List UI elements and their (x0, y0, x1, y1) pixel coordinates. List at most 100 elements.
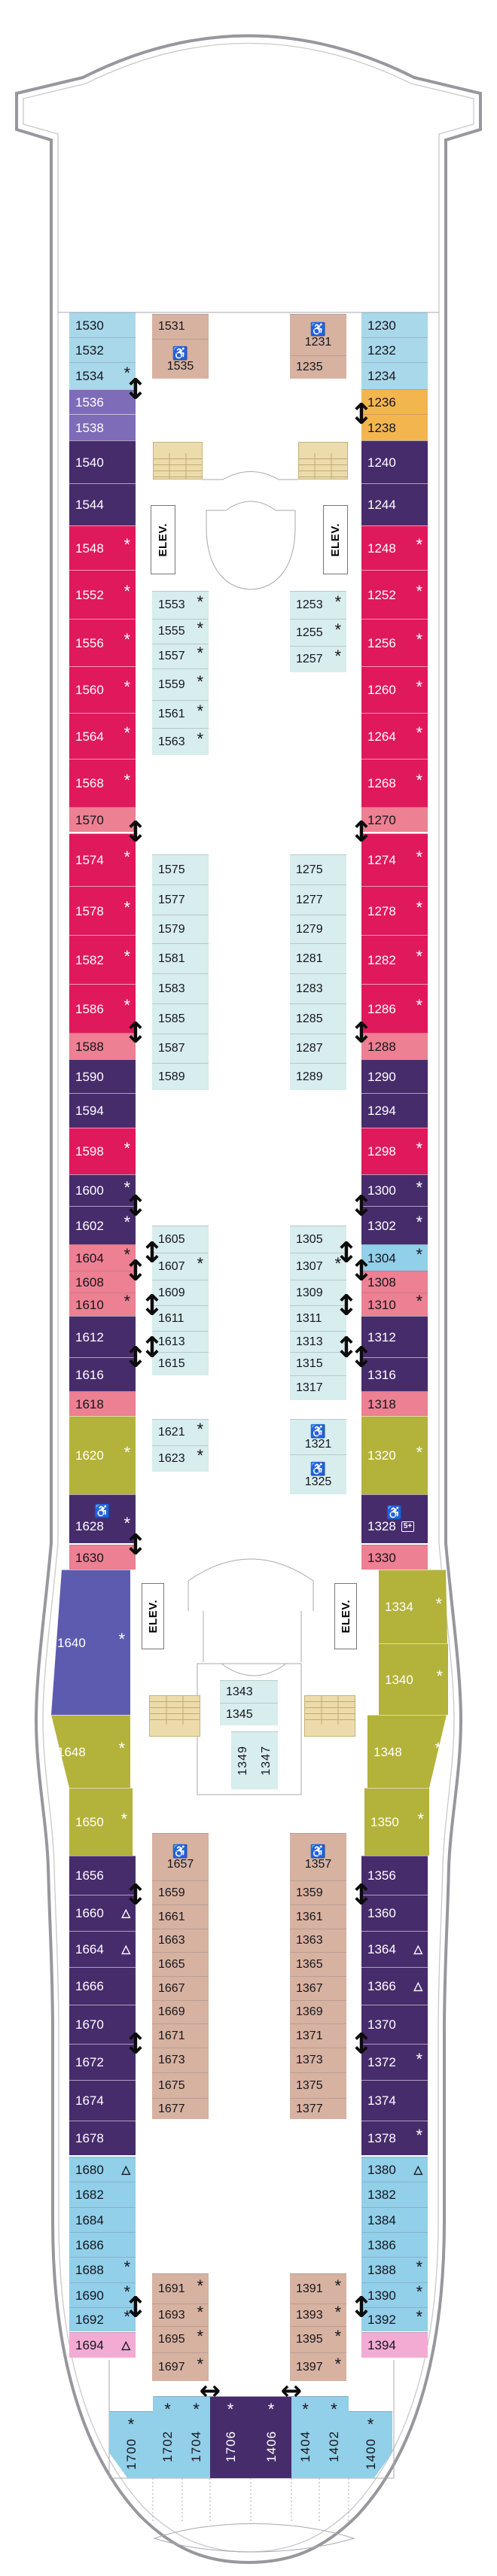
cabin-1402[interactable]: * 1402 (319, 2396, 349, 2478)
cabin-1285[interactable]: 1285 (290, 1003, 346, 1034)
cabin-1659[interactable]: 1659 (152, 1880, 209, 1905)
cabin-1586[interactable]: 1586 * (69, 984, 136, 1033)
cabin-1605[interactable]: 1605 (152, 1226, 209, 1253)
cabin-1367[interactable]: 1367 (290, 1976, 346, 2000)
cabin-1544[interactable]: 1544 (69, 483, 136, 525)
cabin-1665[interactable]: 1665 (152, 1952, 209, 1976)
cabin-1288[interactable]: 1288 (361, 1033, 428, 1059)
cabin-1667[interactable]: 1667 (152, 1976, 209, 2000)
cabin-1594[interactable]: 1594 (69, 1093, 136, 1128)
cabin-1694[interactable]: 1694 △ (69, 2332, 136, 2358)
cabin-1371[interactable]: 1371 (290, 2023, 346, 2048)
cabin-1553[interactable]: 1553 * (152, 591, 209, 619)
cabin-1231[interactable]: ♿ 1231 (290, 314, 346, 355)
cabin-1587[interactable]: 1587 (152, 1034, 209, 1063)
cabin-1330[interactable]: 1330 (361, 1545, 428, 1570)
cabin-1674[interactable]: 1674 (69, 2080, 136, 2121)
cabin-1663[interactable]: 1663 (152, 1929, 209, 1952)
cabin-1574[interactable]: 1574 * (69, 833, 136, 886)
cabin-1623[interactable]: 1623 * (152, 1445, 209, 1472)
cabin-1602[interactable]: 1602 * (69, 1206, 136, 1244)
cabin-1277[interactable]: 1277 (290, 885, 346, 915)
cabin-1382[interactable]: 1382 (361, 2182, 428, 2207)
cabin-1552[interactable]: 1552 * (69, 570, 136, 619)
cabin-1375[interactable]: 1375 (290, 2072, 346, 2098)
cabin-1561[interactable]: 1561 * (152, 700, 209, 728)
cabin-1391[interactable]: 1391 * (290, 2273, 346, 2303)
cabin-1304[interactable]: 1304 * (361, 1244, 428, 1271)
cabin-1609[interactable]: 1609 (152, 1280, 209, 1305)
cabin-1289[interactable]: 1289 (290, 1063, 346, 1090)
cabin-1374[interactable]: 1374 (361, 2080, 428, 2121)
cabin-1613[interactable]: 1613 (152, 1331, 209, 1352)
cabin-1568[interactable]: 1568 * (69, 759, 136, 807)
cabin-1598[interactable]: 1598 * (69, 1128, 136, 1174)
cabin-1690[interactable]: 1690 * (69, 2282, 136, 2307)
cabin-1264[interactable]: 1264 * (361, 713, 428, 759)
cabin-1559[interactable]: 1559 * (152, 668, 209, 700)
cabin-1607[interactable]: 1607 * (152, 1253, 209, 1280)
cabin-1640[interactable]: 1640 * (51, 1570, 130, 1715)
cabin-1675[interactable]: 1675 (152, 2072, 209, 2098)
cabin-1531[interactable]: 1531 (152, 314, 209, 339)
cabin-1308[interactable]: 1308 (361, 1271, 428, 1293)
cabin-1608[interactable]: 1608 (69, 1271, 136, 1293)
cabin-1394[interactable]: 1394 (361, 2332, 428, 2358)
cabin-1316[interactable]: 1316 (361, 1357, 428, 1391)
cabin-1294[interactable]: 1294 (361, 1093, 428, 1128)
cabin-1555[interactable]: 1555 * (152, 619, 209, 644)
cabin-1309[interactable]: 1309 (290, 1280, 346, 1305)
cabin-1660[interactable]: 1660 △ (69, 1895, 136, 1931)
cabin-1318[interactable]: 1318 (361, 1391, 428, 1416)
cabin-1671[interactable]: 1671 (152, 2023, 209, 2048)
cabin-1384[interactable]: 1384 (361, 2207, 428, 2232)
cabin-1657[interactable]: ♿ 1657 (152, 1833, 209, 1880)
cabin-1281[interactable]: 1281 (290, 943, 346, 973)
cabin-1370[interactable]: 1370 (361, 2005, 428, 2044)
cabin-1535[interactable]: ♿ 1535 (152, 339, 209, 379)
cabin-1310[interactable]: 1310 * (361, 1293, 428, 1316)
cabin-1359[interactable]: 1359 (290, 1880, 346, 1905)
cabin-1570[interactable]: 1570 (69, 807, 136, 832)
cabin-1350[interactable]: 1350 * (364, 1788, 429, 1856)
cabin-1278[interactable]: 1278 * (361, 886, 428, 935)
cabin-1298[interactable]: 1298 * (361, 1128, 428, 1174)
cabin-1290[interactable]: 1290 (361, 1059, 428, 1093)
cabin-1577[interactable]: 1577 (152, 885, 209, 915)
cabin-1692[interactable]: 1692 * (69, 2307, 136, 2331)
cabin-1585[interactable]: 1585 (152, 1003, 209, 1034)
cabin-1286[interactable]: 1286 * (361, 984, 428, 1033)
cabin-1612[interactable]: 1612 (69, 1316, 136, 1357)
cabin-1377[interactable]: 1377 (290, 2098, 346, 2119)
cabin-1390[interactable]: 1390 * (361, 2282, 428, 2307)
cabin-1697[interactable]: 1697 * (152, 2352, 209, 2381)
cabin-1255[interactable]: 1255 * (290, 619, 346, 646)
cabin-1661[interactable]: 1661 (152, 1905, 209, 1929)
cabin-1691[interactable]: 1691 * (152, 2273, 209, 2303)
cabin-1583[interactable]: 1583 (152, 973, 209, 1003)
cabin-1345[interactable]: 1345 (220, 1703, 278, 1725)
cabin-1230[interactable]: 1230 (361, 312, 428, 337)
cabin-1328[interactable]: ♿ 1328 5+ (361, 1494, 428, 1543)
cabin-1313[interactable]: 1313 (290, 1331, 346, 1352)
cabin-1600[interactable]: 1600 * (69, 1174, 136, 1206)
cabin-1620[interactable]: 1620 * (69, 1416, 136, 1494)
cabin-1320[interactable]: 1320 * (361, 1416, 428, 1494)
cabin-1283[interactable]: 1283 (290, 973, 346, 1003)
cabin-1610[interactable]: 1610 * (69, 1293, 136, 1316)
cabin-1588[interactable]: 1588 (69, 1033, 136, 1059)
cabin-1397[interactable]: 1397 * (290, 2352, 346, 2381)
cabin-1356[interactable]: 1356 (361, 1856, 428, 1895)
cabin-1248[interactable]: 1248 * (361, 525, 428, 570)
cabin-1628[interactable]: ♿ 1628 * (69, 1494, 136, 1543)
cabin-1287[interactable]: 1287 (290, 1034, 346, 1063)
cabin-1388[interactable]: 1388 * (361, 2257, 428, 2282)
cabin-1582[interactable]: 1582 * (69, 935, 136, 984)
cabin-1238[interactable]: 1238 (361, 414, 428, 440)
cabin-1311[interactable]: 1311 (290, 1305, 346, 1331)
cabin-1321[interactable]: ♿ 1321 (290, 1419, 346, 1454)
cabin-1232[interactable]: 1232 (361, 337, 428, 362)
cabin-1244[interactable]: 1244 (361, 483, 428, 525)
cabin-1677[interactable]: 1677 (152, 2098, 209, 2119)
cabin-1706[interactable]: * 1706 (210, 2396, 251, 2478)
